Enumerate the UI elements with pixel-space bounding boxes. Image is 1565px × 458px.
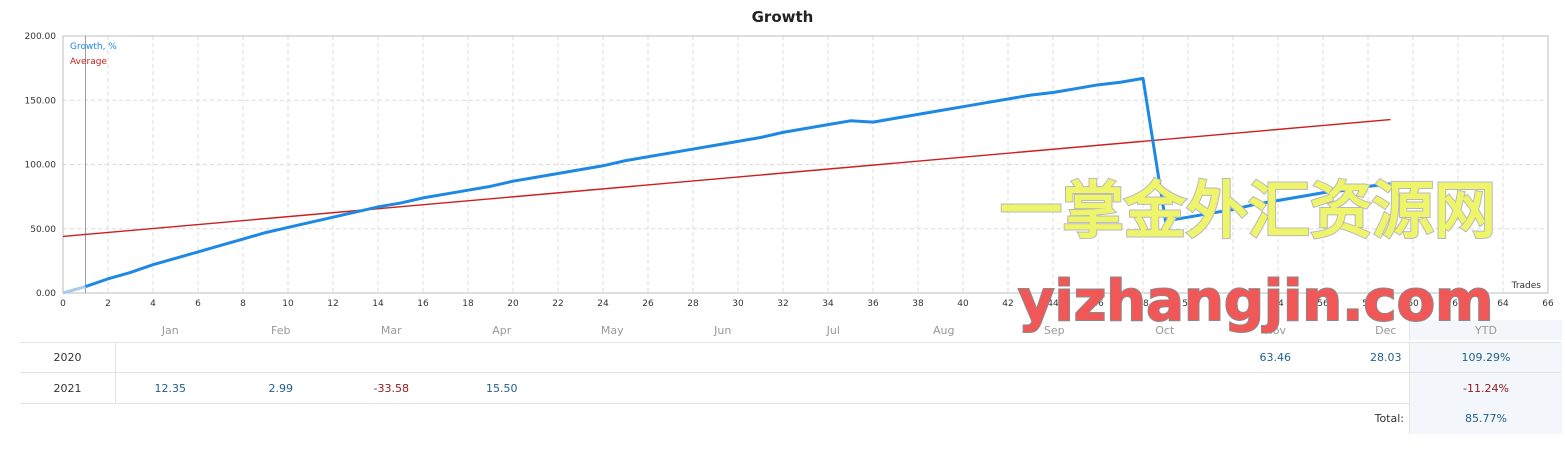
x-tick-label: 36 — [867, 299, 879, 309]
year-cell: 2021 — [20, 373, 116, 403]
month-header: Apr — [492, 323, 512, 337]
growth-line — [85, 76, 1391, 288]
x-tick-label: 20 — [507, 299, 519, 309]
x-tick-label: 60 — [1407, 299, 1419, 309]
y-tick-label: 50.00 — [30, 225, 56, 235]
x-tick-label: 16 — [417, 299, 429, 309]
ytd-header: YTD — [1409, 320, 1562, 340]
x-tick-label: 58 — [1362, 299, 1374, 309]
x-tick-label: 2 — [105, 299, 111, 309]
x-tick-label: 12 — [327, 299, 338, 309]
month-value-cell: -33.58 — [373, 381, 409, 395]
x-tick-label: 44 — [1047, 299, 1059, 309]
month-header: Jun — [714, 323, 732, 337]
month-header: Dec — [1375, 323, 1397, 337]
x-tick-label: 28 — [687, 299, 699, 309]
chart-legend: Growth, % Average — [70, 42, 117, 67]
month-header: Feb — [271, 323, 291, 337]
x-tick-label: 30 — [732, 299, 744, 309]
ytd-value-cell: -11.24% — [1409, 373, 1562, 403]
x-tick-label: 6 — [195, 299, 201, 309]
month-value-cell: 15.50 — [486, 381, 518, 395]
month-header: Oct — [1155, 323, 1175, 337]
x-tick-label: 24 — [597, 299, 609, 309]
total-label: Total: — [1374, 411, 1404, 425]
x-tick-label: 4 — [150, 299, 156, 309]
chart-axes: 0 2 4 6 8 10 12 14 16 18 20 22 24 26 28 30 32 34 36 38 40 42 4… — [25, 32, 1554, 309]
x-tick-label: 40 — [957, 299, 969, 309]
chart-series — [62, 76, 1391, 295]
x-tick-label: 56 — [1317, 299, 1329, 309]
watermark-chinese: 一掌金外汇资源网 — [1000, 174, 1496, 247]
chart-title: Growth — [751, 8, 814, 26]
table-row: 2020 63.46 28.03 109.29% — [20, 342, 1562, 372]
month-value-cell: 63.46 — [1259, 351, 1292, 364]
x-tick-label: 8 — [240, 299, 246, 309]
x-tick-label: 14 — [372, 299, 384, 309]
average-line — [62, 118, 1391, 238]
x-tick-label: 34 — [822, 299, 834, 309]
x-tick-label: 52 — [1227, 299, 1238, 309]
x-tick-label: 0 — [60, 299, 66, 309]
y-tick-label: 150.00 — [25, 96, 57, 106]
month-value-cell: 12.35 — [154, 381, 187, 395]
table-header-row: Jan Feb Mar Apr May Jun Jul Aug Sep Oct Nov Dec YTD — [20, 320, 1562, 340]
growth-initial-segment — [62, 285, 86, 295]
month-header: Nov — [1264, 323, 1286, 337]
month-header: Aug — [933, 323, 955, 337]
year-cell: 2020 — [20, 343, 116, 372]
table-total-row: Total: 85.77% — [20, 402, 1562, 434]
x-tick-label: 64 — [1497, 299, 1509, 309]
table-row: 2021 12.35 2.99 -33.58 15.50 -11.24% — [20, 372, 1562, 404]
y-tick-label: 200.00 — [25, 32, 57, 42]
ytd-value-cell: 109.29% — [1409, 343, 1562, 372]
x-tick-label: 42 — [1002, 299, 1013, 309]
x-tick-label: 22 — [552, 299, 563, 309]
watermark-url: yizhangjin.com — [1018, 269, 1493, 334]
month-value-cell: 2.99 — [268, 381, 294, 395]
legend-item: Growth, % — [70, 42, 117, 52]
x-tick-label: 18 — [462, 299, 474, 309]
growth-chart: 0 2 4 6 8 10 12 14 16 18 20 22 24 26 28 30 32 34 36 38 40 42 4… — [25, 32, 1554, 309]
y-tick-label: 0.00 — [36, 289, 56, 299]
x-tick-label: 66 — [1542, 299, 1554, 309]
x-tick-label: 50 — [1182, 299, 1194, 309]
month-header: Mar — [380, 323, 402, 337]
x-tick-label: 32 — [777, 299, 788, 309]
plot-border — [62, 35, 1549, 294]
month-header: Sep — [1043, 323, 1065, 337]
x-tick-label: 26 — [642, 299, 654, 309]
x-axis-label: Trades — [1511, 281, 1542, 291]
legend-item: Average — [70, 57, 107, 67]
x-tick-label: 38 — [912, 299, 924, 309]
y-tick-label: 100.00 — [25, 161, 57, 171]
x-tick-label: 54 — [1272, 299, 1284, 309]
month-header: May — [600, 323, 624, 337]
month-value-cell: 28.03 — [1370, 351, 1402, 364]
x-tick-label: 10 — [282, 299, 294, 309]
x-tick-label: 48 — [1137, 299, 1149, 309]
total-value: 85.77% — [1409, 402, 1562, 434]
x-tick-label: 46 — [1092, 299, 1104, 309]
month-header: Jul — [826, 323, 840, 337]
x-tick-label: 62 — [1452, 299, 1463, 309]
month-header: Jan — [161, 323, 179, 337]
